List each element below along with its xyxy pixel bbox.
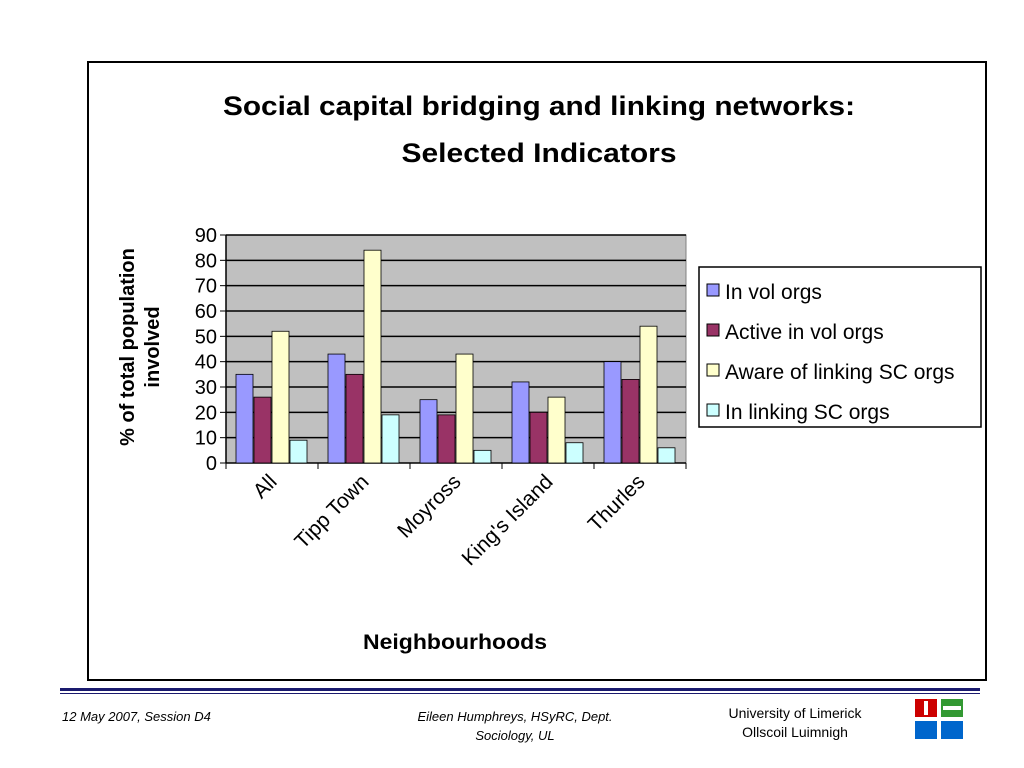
y-tick-label: 50 xyxy=(195,326,217,348)
legend-label: Aware of linking SC orgs xyxy=(725,361,955,384)
bar xyxy=(363,249,382,464)
footer-university-line1: University of Limerick xyxy=(728,705,862,721)
bar xyxy=(455,353,474,464)
bar xyxy=(547,396,566,464)
university-logo-icon xyxy=(915,699,963,739)
footer-author: Eileen Humphreys, HSyRC, Dept. Sociology… xyxy=(370,707,660,745)
footer-author-line1: Eileen Humphreys, HSyRC, Dept. xyxy=(417,709,613,724)
chart-title-line2: Selected Indicators xyxy=(402,138,677,168)
chart-frame: Social capital bridging and linking netw… xyxy=(87,61,987,681)
y-tick-label: 90 xyxy=(195,225,217,247)
legend-label: In vol orgs xyxy=(725,281,822,304)
x-tick-label: King's Island xyxy=(458,470,558,570)
footer-date-session: 12 May 2007, Session D4 xyxy=(62,709,211,724)
footer-author-line2: Sociology, UL xyxy=(475,728,555,743)
bar xyxy=(327,353,346,464)
bar xyxy=(511,381,530,464)
y-tick-label: 10 xyxy=(195,428,217,450)
bar xyxy=(345,373,364,464)
footer-divider xyxy=(60,688,980,691)
y-tick-label: 60 xyxy=(195,301,217,323)
x-tick-label: All xyxy=(249,470,282,503)
y-tick-label: 70 xyxy=(195,276,217,298)
footer-university: University of Limerick Ollscoil Luimnigh xyxy=(690,704,900,742)
legend: In vol orgs Active in vol orgs Aware of li… xyxy=(698,266,982,428)
y-axis-label-line1: % of total population xyxy=(117,248,139,446)
bar xyxy=(565,442,584,464)
legend-swatch xyxy=(706,283,720,297)
chart-title-line1: Social capital bridging and linking netw… xyxy=(223,91,855,121)
legend-swatch xyxy=(706,363,720,377)
bar xyxy=(289,439,308,464)
y-tick-label: 20 xyxy=(195,402,217,424)
bar xyxy=(603,361,622,464)
x-tick-label: Tipp Town xyxy=(290,470,373,553)
legend-swatch xyxy=(706,403,720,417)
bar xyxy=(235,373,254,464)
bar xyxy=(271,330,290,464)
bar xyxy=(253,396,272,464)
bar-chart: Social capital bridging and linking netw… xyxy=(117,91,982,654)
y-axis-label-line2: involved xyxy=(142,306,164,387)
bar xyxy=(437,414,456,464)
x-tick-label: Moyross xyxy=(393,470,465,542)
bar xyxy=(529,411,548,464)
bar xyxy=(639,325,658,464)
legend-label: Active in vol orgs xyxy=(725,321,884,344)
bar xyxy=(657,447,676,464)
bar xyxy=(621,378,640,464)
legend-box xyxy=(698,266,982,428)
bar xyxy=(473,449,492,464)
footer-divider-thin xyxy=(60,693,980,694)
y-tick-label: 40 xyxy=(195,352,217,374)
y-tick-label: 0 xyxy=(206,453,217,475)
x-axis-label: Neighbourhoods xyxy=(363,631,547,654)
y-tick-label: 30 xyxy=(195,377,217,399)
x-tick-label: Thurles xyxy=(584,470,650,536)
bar xyxy=(381,414,400,464)
legend-swatch xyxy=(706,323,720,337)
bar xyxy=(419,399,438,464)
y-tick-label: 80 xyxy=(195,250,217,272)
footer-university-line2: Ollscoil Luimnigh xyxy=(742,724,848,740)
legend-label: In linking SC orgs xyxy=(725,401,890,424)
